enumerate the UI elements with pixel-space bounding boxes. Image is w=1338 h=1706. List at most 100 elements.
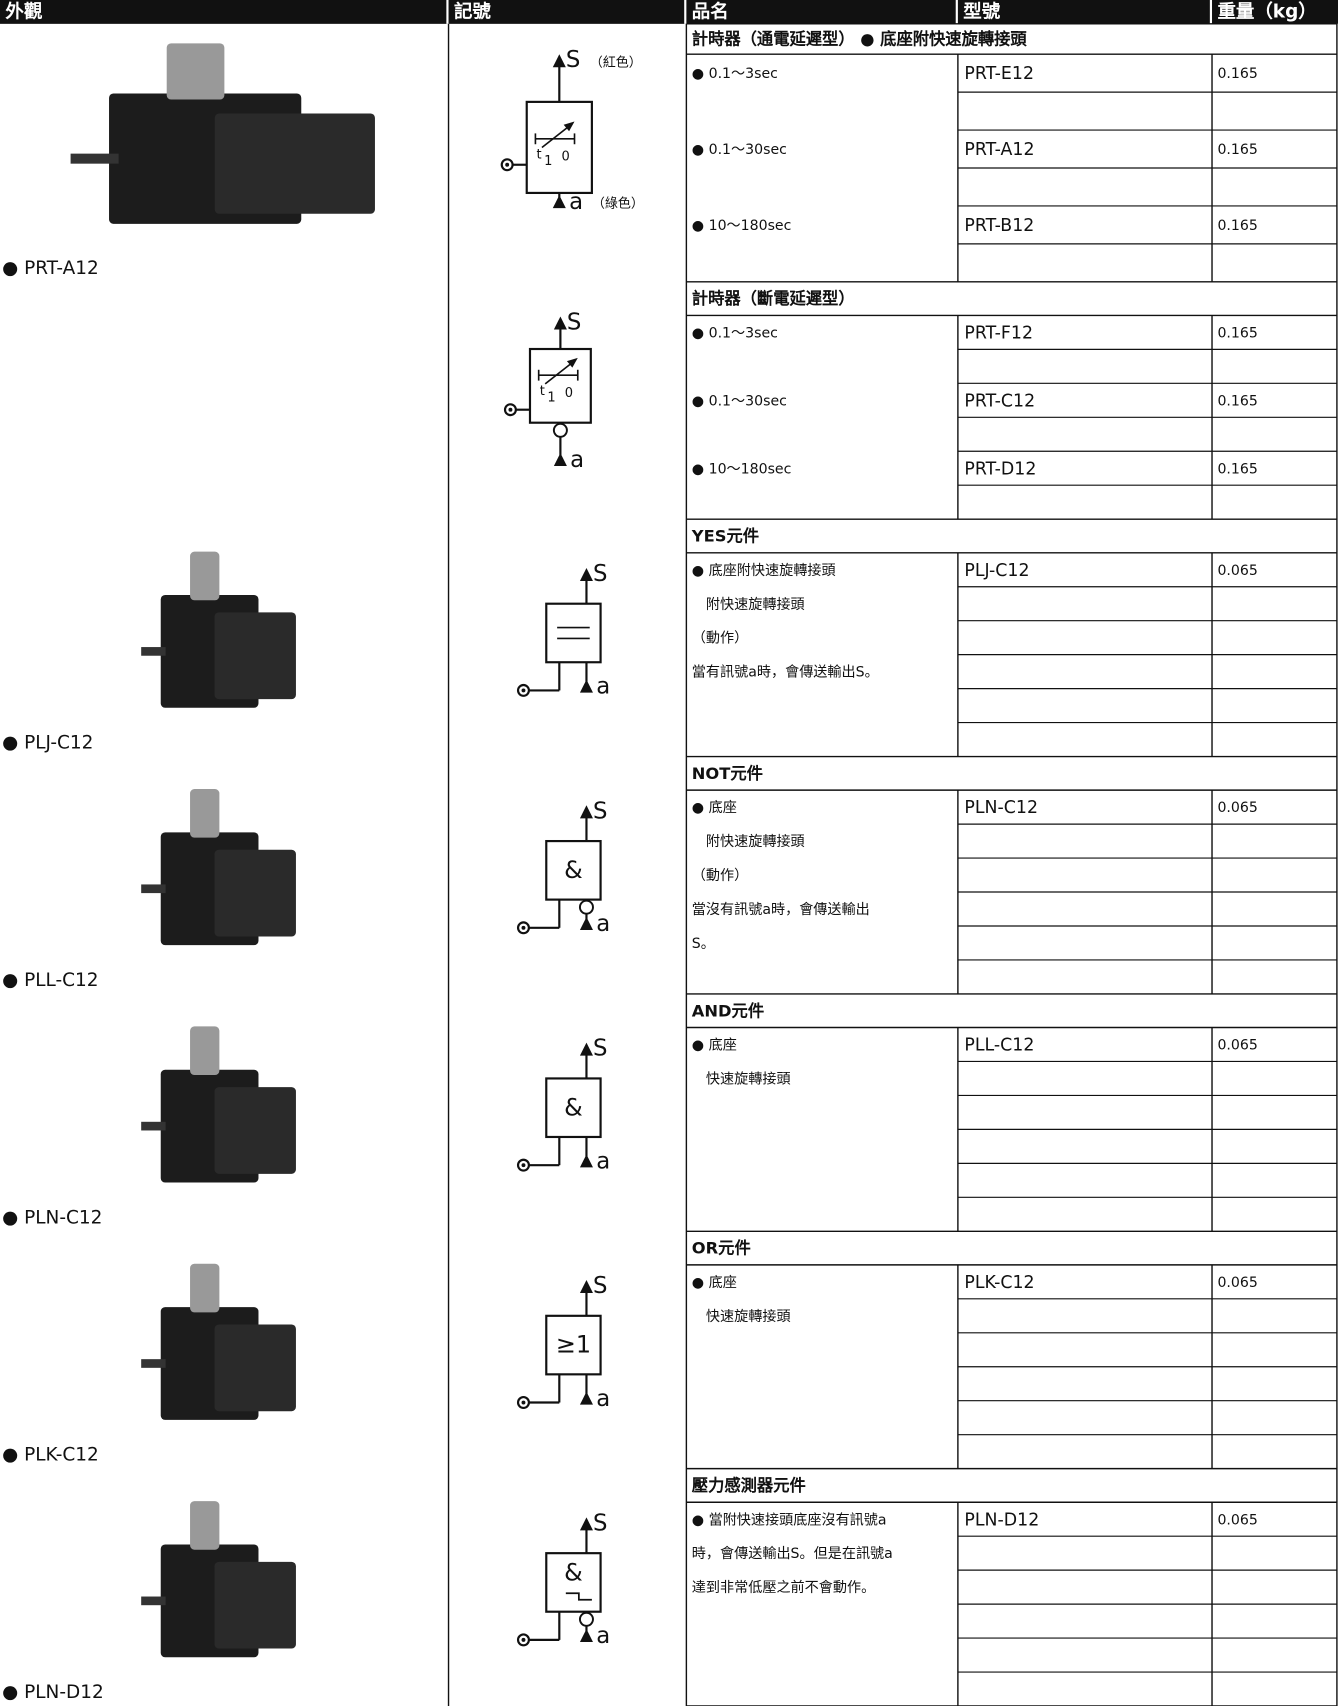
product-photo-part: [141, 884, 166, 894]
item-name: 當有訊號a時，會傳送輸出S。: [692, 665, 879, 681]
product-photo-part: [70, 153, 119, 164]
symbol-label: S: [593, 561, 607, 587]
product-photo-part: [141, 647, 166, 656]
header-bar: [0, 0, 1338, 24]
item-name: ● 底座: [692, 1275, 737, 1291]
item-name: 當沒有訊號a時，會傳送輸出: [692, 901, 870, 918]
negation: [578, 899, 594, 915]
item-name: 達到非常低壓之前不會動作。: [692, 1579, 875, 1596]
item-model: PLN-C12: [964, 798, 1038, 818]
symbol-inner: &: [564, 1093, 583, 1121]
item-name: ● 0.1～30sec: [692, 142, 787, 158]
header-cell: 記號: [454, 0, 491, 22]
symbol-label: a: [570, 447, 584, 473]
item-weight: 0.165: [1217, 66, 1257, 82]
item-model: PRT-F12: [964, 323, 1033, 343]
product-photo-part: [214, 849, 296, 937]
item-name: （動作）: [692, 631, 748, 647]
item-weight: 0.065: [1217, 800, 1257, 816]
symbol-label: S: [593, 1510, 607, 1536]
input-dot: [521, 688, 526, 693]
input-dot: [521, 925, 526, 930]
item-name: 快速旋轉接頭: [692, 1308, 791, 1325]
arrow-head: [579, 1517, 593, 1531]
product-label: ● PLN-D12: [2, 1682, 104, 1703]
time-label: 0: [565, 386, 573, 401]
threshold-mark: [565, 1592, 592, 1601]
section-title: AND元件: [692, 1001, 764, 1020]
symbol-label: S: [593, 798, 607, 824]
section-title: 壓力感測器元件: [692, 1476, 806, 1495]
product-label: ● PLJ-C12: [2, 733, 93, 754]
product-photo-part: [214, 1324, 296, 1412]
item-model: PRT-A12: [964, 140, 1034, 160]
item-name: ● 當附快速接頭底座沒有訊號a: [692, 1511, 887, 1528]
symbol-inner: &: [564, 856, 583, 884]
arrow-head: [579, 1391, 593, 1405]
item-weight: 0.065: [1217, 563, 1257, 579]
symbol-label: S: [593, 1036, 607, 1062]
item-weight: 0.165: [1217, 218, 1257, 234]
time-label: t: [537, 148, 542, 163]
arrow-head: [579, 1042, 593, 1056]
symbol-inner: &: [564, 1558, 583, 1586]
item-name: ● 10～180sec: [692, 461, 792, 477]
item-name: ● 0.1～3sec: [692, 325, 778, 341]
product-photo-part: [214, 612, 296, 700]
product-photo-part: [214, 113, 375, 214]
item-weight: 0.165: [1217, 325, 1257, 341]
symbol-label: S: [593, 1273, 607, 1299]
item-name: ● 10～180sec: [692, 218, 792, 234]
item-weight: 0.065: [1217, 1275, 1257, 1291]
item-weight: 0.165: [1217, 461, 1257, 477]
arrow-head: [579, 679, 593, 693]
arrow-head: [579, 916, 593, 930]
product-photo-part: [190, 1026, 220, 1075]
item-name: ● 0.1～30sec: [692, 393, 787, 409]
symbol-box: [545, 602, 602, 664]
arrow-head: [579, 1629, 593, 1643]
symbol-box: [528, 347, 592, 424]
item-name: S。: [692, 936, 715, 952]
item-model: PRT-C12: [964, 391, 1035, 411]
product-photo-part: [190, 789, 220, 838]
item-model: PRT-D12: [964, 459, 1036, 479]
product-photo-part: [141, 1596, 166, 1606]
header-cell: 重量（kg）: [1217, 0, 1316, 22]
item-model: PLJ-C12: [964, 561, 1029, 581]
item-model: PLK-C12: [964, 1273, 1034, 1293]
symbol-note: （綠色）: [592, 195, 644, 211]
symbol-note: （紅色）: [590, 54, 642, 70]
adjust-arrow-head: [566, 357, 578, 368]
item-name: 附快速旋轉接頭: [692, 596, 805, 613]
negation: [552, 422, 568, 438]
product-photo-part: [190, 1263, 220, 1313]
symbol-label: a: [596, 911, 610, 937]
product-photo-part: [166, 43, 225, 100]
header-cell: 外觀: [5, 0, 42, 22]
arrow-head: [552, 195, 566, 209]
item-model: PRT-E12: [964, 64, 1034, 84]
product-photo-part: [190, 1501, 220, 1550]
item-name: ● 底座附快速旋轉接頭: [692, 562, 836, 579]
item-model: PLL-C12: [964, 1036, 1034, 1056]
header-cell: 型號: [963, 0, 1000, 22]
symbol-label: S: [567, 310, 581, 336]
product-photo-part: [141, 1359, 166, 1368]
symbol-inner: ≥1: [556, 1331, 591, 1359]
product-label: ● PLL-C12: [2, 970, 98, 991]
time-label: 1: [547, 390, 555, 405]
item-name: 時，會傳送輸出S。但是在訊號a: [692, 1546, 893, 1562]
item-name: ● 底座: [692, 1038, 737, 1054]
section-title: NOT元件: [692, 764, 763, 783]
negation: [578, 1611, 594, 1627]
header-cell: 品名: [692, 0, 729, 22]
input-dot: [508, 407, 513, 412]
product-photo-part: [214, 1561, 296, 1649]
arrow-head: [553, 453, 567, 467]
product-photo-part: [214, 1087, 296, 1174]
product-photo-part: [141, 1121, 166, 1131]
arrow-head: [552, 54, 566, 68]
time-label: t: [540, 384, 545, 399]
